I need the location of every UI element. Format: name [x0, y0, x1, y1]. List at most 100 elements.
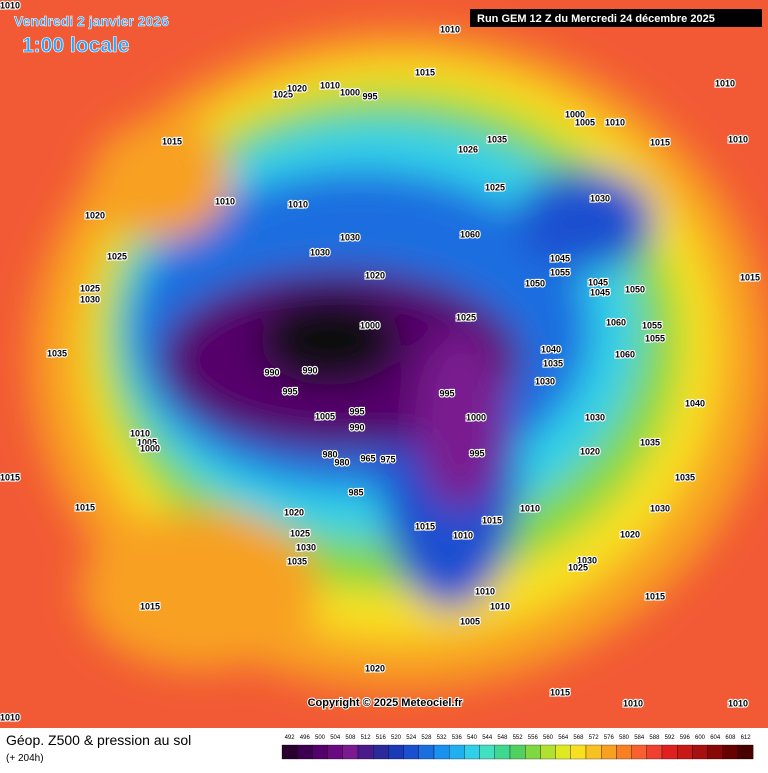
isobar-label: 1025	[290, 528, 310, 538]
isobar-label: 1015	[0, 472, 20, 482]
isobar-label: 1010	[490, 601, 510, 611]
scale-label: 596	[680, 735, 691, 741]
isobar-label: 1010	[288, 199, 308, 209]
scale-swatch	[707, 744, 723, 760]
isobar-label: 980	[334, 457, 349, 467]
forecast-date: Vendredi 2 janvier 2026	[14, 13, 169, 29]
isobar-label: 1035	[543, 358, 563, 368]
isobar-label: 1000	[466, 412, 486, 422]
isobar-label: 1035	[487, 134, 507, 144]
scale-swatch	[433, 744, 450, 760]
isobar-label: 990	[264, 367, 279, 377]
isobar-label: 1025	[107, 251, 127, 261]
scale-label: 604	[710, 735, 721, 741]
scale-swatch	[297, 744, 313, 760]
field	[0, 0, 768, 728]
scale-label: 520	[391, 735, 402, 741]
scale-swatch	[509, 744, 526, 760]
scale-label: 508	[345, 735, 356, 741]
isobar-label: 990	[349, 422, 364, 432]
isobar-label: 1015	[415, 67, 435, 77]
isobar-label: 1030	[577, 555, 597, 565]
isobar-label: 1015	[482, 515, 502, 525]
isobar-label: 1010	[715, 78, 735, 88]
isobar-label: 1030	[340, 232, 360, 242]
isobar-label: 1010	[728, 698, 748, 708]
scale-swatch	[555, 744, 571, 760]
scale-swatch	[646, 744, 663, 760]
isobar-label: 1020	[365, 270, 385, 280]
isobar-label: 1025	[273, 89, 293, 99]
isobar-label: 1020	[85, 210, 105, 220]
isobar-label: 1020	[365, 663, 385, 673]
scale-label: 516	[376, 735, 387, 741]
isobar-label: 1010	[453, 530, 473, 540]
isobar-label: 1005	[575, 117, 595, 127]
isobar-label: 1055	[642, 320, 662, 330]
scale-swatch	[677, 744, 693, 760]
scale-label: 524	[406, 735, 417, 741]
scale-swatch	[357, 744, 374, 760]
isobar-label: 1025	[485, 182, 505, 192]
scale-swatch	[449, 744, 465, 760]
scale-label: 600	[695, 735, 706, 741]
forecast-time: 1:00 locale	[22, 34, 129, 57]
isobar-label: 995	[439, 388, 454, 398]
isobar-label: 1025	[456, 312, 476, 322]
isobar-label: 1015	[162, 136, 182, 146]
scale-label: 512	[361, 735, 372, 741]
color-scale: 492 496 500 504 508 512 516 520 524 528 532 536 540 5…	[281, 735, 754, 760]
isobar-label: 1005	[137, 437, 157, 447]
isobar-label: 1035	[640, 437, 660, 447]
scale-label: 556	[528, 735, 539, 741]
field-title: Géop. Z500 & pression au sol	[6, 732, 191, 748]
isobar-label: 1000	[360, 320, 380, 330]
isobar-label: 1005	[315, 411, 335, 421]
scale-label: 548	[497, 735, 508, 741]
isobar-label: 1000	[565, 109, 585, 119]
scale-swatch	[418, 744, 435, 760]
isobar-label: 1050	[525, 278, 545, 288]
pressure-labels: 1010 1010 1015 1025 1020 1010 1000 995 1015 1010 1…	[0, 0, 761, 723]
scale-swatch	[661, 744, 678, 760]
isobar-label: 1025	[80, 283, 100, 293]
scale-swatch	[631, 744, 647, 760]
scale-swatch	[692, 744, 708, 760]
isobar-label: 1010	[623, 698, 643, 708]
isobar-label: 980	[322, 449, 337, 459]
scale-label: 496	[300, 735, 311, 741]
scale-swatch	[737, 744, 754, 760]
isobar-label: 1030	[310, 247, 330, 257]
isobar-label: 1035	[675, 472, 695, 482]
scale-label: 576	[604, 735, 615, 741]
isobar-label: 1030	[296, 542, 316, 552]
scale-label: 608	[725, 735, 736, 741]
isobar-label: 1010	[520, 503, 540, 513]
isobar-label: 1055	[645, 333, 665, 343]
isobar-label: 1010	[605, 117, 625, 127]
scale-swatch	[722, 744, 739, 760]
isobar-label: 1020	[580, 446, 600, 456]
isobar-label: 1045	[588, 277, 608, 287]
isobar-label: 1010	[320, 80, 340, 90]
scale-label: 588	[649, 735, 660, 741]
scale-swatch	[403, 744, 419, 760]
scale-swatch	[373, 744, 389, 760]
isobar-label: 1010	[728, 134, 748, 144]
isobar-label: 990	[302, 365, 317, 375]
scale-label: 552	[513, 735, 524, 741]
scale-swatch	[570, 744, 587, 760]
isobar-label: 1020	[620, 529, 640, 539]
scale-label: 532	[437, 735, 448, 741]
scale-label: 612	[741, 735, 752, 741]
isobar-label: 1030	[585, 412, 605, 422]
scale-swatch	[525, 744, 541, 760]
scale-swatch	[540, 744, 556, 760]
isobar-label: 1030	[80, 294, 100, 304]
isobar-label: 1010	[0, 712, 20, 722]
isobar-label: 1060	[606, 317, 626, 327]
isobar-label: 1015	[75, 502, 95, 512]
isobar-label: 975	[380, 454, 395, 464]
isobar-label: 965	[360, 453, 375, 463]
scale-label: 504	[330, 735, 341, 741]
